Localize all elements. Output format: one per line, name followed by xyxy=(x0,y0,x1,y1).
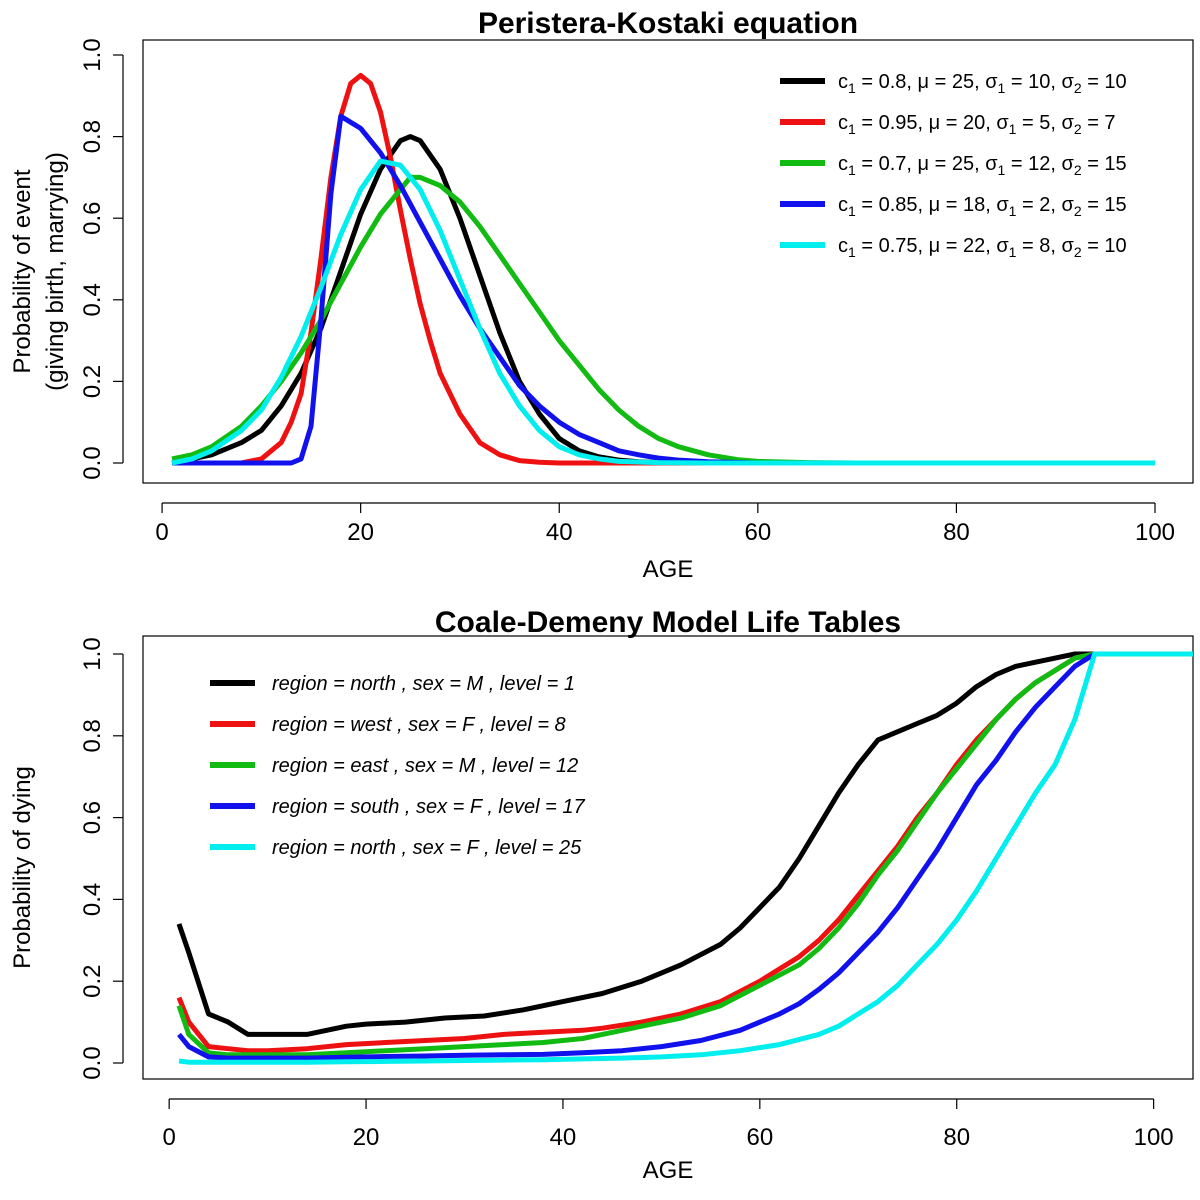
legend-label: region = west , sex = F , level = 8 xyxy=(272,714,566,736)
x-tick-label: 100 xyxy=(1135,519,1175,546)
y-tick-label: 0.0 xyxy=(79,1046,106,1079)
series-line-3 xyxy=(171,174,1155,466)
y-tick-label: 1.0 xyxy=(79,637,106,670)
y-tick-label: 0.4 xyxy=(79,283,106,316)
x-tick-label: 0 xyxy=(155,519,168,546)
y-axis-label: Probability of dying xyxy=(9,766,36,969)
x-tick-label: 20 xyxy=(353,1124,380,1151)
y-tick-label: 0.6 xyxy=(79,801,106,834)
y-tick-label: 0.6 xyxy=(79,202,106,235)
series-line-2 xyxy=(172,72,1155,466)
legend-label: region = north , sex = F , level = 25 xyxy=(272,837,582,859)
series-line-3 xyxy=(176,651,1193,1058)
panel-peristera-kostaki: Peristera-Kostaki equation 0 20 40 60 80 100 AG… xyxy=(9,7,1194,583)
x-tick-label: 80 xyxy=(943,519,970,546)
y-tick-label: 0.8 xyxy=(79,120,106,153)
y-tick-label: 0.2 xyxy=(79,965,106,998)
legend-label: region = north , sex = M , level = 1 xyxy=(272,673,575,695)
legend-label: c1 = 0.8, μ = 25, σ1 = 10, σ2 = 10 xyxy=(838,71,1127,96)
panel-coale-demeny: Coale-Demeny Model Life Tables 0 20 40 60 80 1… xyxy=(9,606,1194,1184)
x-tick-label: 40 xyxy=(550,1124,577,1151)
x-tick-label: 100 xyxy=(1134,1124,1174,1151)
series-line-5 xyxy=(171,158,1155,466)
y-tick-label: 0.8 xyxy=(79,719,106,752)
y-tick-label: 0.4 xyxy=(79,883,106,916)
x-tick-label: 40 xyxy=(546,519,573,546)
x-tick-label: 60 xyxy=(744,519,771,546)
chart-title: Coale-Demeny Model Life Tables xyxy=(435,606,901,639)
legend-label: c1 = 0.95, μ = 20, σ1 = 5, σ2 = 7 xyxy=(838,112,1116,137)
x-tick-label: 20 xyxy=(347,519,374,546)
legend: region = north , sex = M , level = 1 regi… xyxy=(210,673,585,859)
plot-frame xyxy=(142,39,1194,484)
chart-title: Peristera-Kostaki equation xyxy=(478,7,858,40)
series-line-5 xyxy=(178,651,1193,1065)
legend-label: region = east , sex = M , level = 12 xyxy=(272,755,578,777)
legend-label: c1 = 0.85, μ = 18, σ1 = 2, σ2 = 15 xyxy=(838,194,1127,219)
legend: c1 = 0.8, μ = 25, σ1 = 10, σ2 = 10 c1 = 0… xyxy=(780,71,1127,260)
x-tick-label: 80 xyxy=(943,1124,970,1151)
series-line-1 xyxy=(171,134,1155,466)
legend-label: c1 = 0.75, μ = 22, σ1 = 8, σ2 = 10 xyxy=(838,235,1127,260)
x-axis-label: AGE xyxy=(643,1157,694,1184)
y-tick-label: 0.0 xyxy=(79,446,106,479)
y-axis-label: (giving birth, marrying) xyxy=(42,152,69,391)
y-axis-label: Probability of event xyxy=(9,169,36,373)
y-tick-label: 0.2 xyxy=(79,365,106,398)
plot-frame xyxy=(142,635,1194,1080)
y-tick-label: 1.0 xyxy=(79,38,106,71)
series-line-1 xyxy=(176,651,1193,1037)
x-tick-label: 60 xyxy=(746,1124,773,1151)
series-line-4 xyxy=(177,651,1193,1061)
x-tick-label: 0 xyxy=(162,1124,175,1151)
legend-label: region = south , sex = F , level = 17 xyxy=(272,796,585,818)
legend-label: c1 = 0.7, μ = 25, σ1 = 12, σ2 = 15 xyxy=(838,153,1127,178)
x-axis-label: AGE xyxy=(643,556,694,583)
